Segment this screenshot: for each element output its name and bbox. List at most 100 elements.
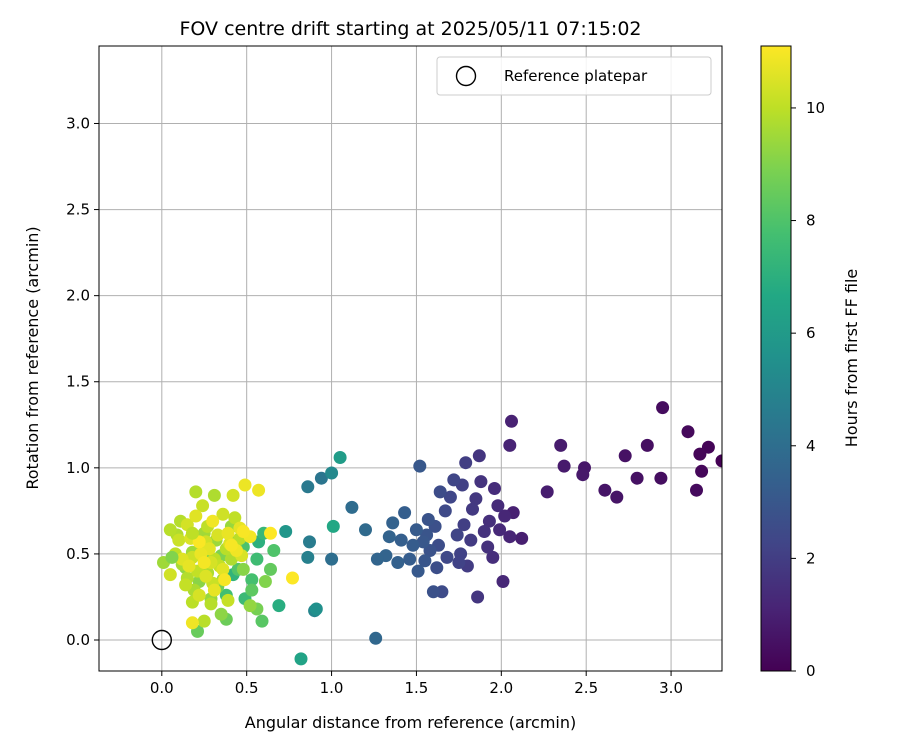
data-point bbox=[369, 631, 383, 645]
colorbar-tick-label: 4 bbox=[806, 437, 816, 455]
data-point bbox=[413, 459, 427, 473]
data-point bbox=[228, 511, 242, 525]
data-point bbox=[459, 456, 473, 470]
data-point bbox=[250, 552, 264, 566]
data-point bbox=[471, 590, 485, 604]
data-point bbox=[411, 564, 425, 578]
colorbar-tick-label: 2 bbox=[806, 549, 816, 567]
data-point bbox=[382, 530, 396, 544]
data-point bbox=[264, 562, 277, 576]
chart-title: FOV centre drift starting at 2025/05/11 … bbox=[179, 18, 641, 40]
y-tick-label: 2.5 bbox=[66, 201, 90, 219]
data-point bbox=[433, 485, 447, 499]
y-tick-label: 3.0 bbox=[66, 114, 90, 132]
data-point bbox=[245, 583, 259, 597]
data-point bbox=[598, 483, 612, 497]
data-point bbox=[486, 550, 500, 564]
data-point bbox=[640, 438, 654, 452]
data-point bbox=[464, 533, 478, 547]
data-point bbox=[196, 499, 210, 513]
data-point bbox=[163, 523, 177, 537]
data-point bbox=[488, 482, 501, 495]
data-point bbox=[540, 485, 554, 499]
x-tick-label: 1.5 bbox=[405, 679, 429, 697]
data-point bbox=[214, 607, 228, 621]
y-tick-label: 0.5 bbox=[66, 545, 90, 563]
data-point bbox=[693, 447, 707, 461]
data-point bbox=[426, 585, 440, 599]
data-point bbox=[221, 526, 235, 540]
data-point bbox=[345, 500, 359, 514]
data-point bbox=[325, 466, 339, 480]
legend-box bbox=[436, 56, 712, 96]
data-point bbox=[206, 514, 220, 528]
data-point bbox=[314, 471, 328, 485]
data-point bbox=[224, 538, 238, 552]
data-point bbox=[491, 499, 505, 513]
grid bbox=[99, 46, 722, 671]
data-point bbox=[654, 471, 668, 485]
data-point bbox=[236, 525, 250, 538]
data-point bbox=[409, 523, 423, 537]
data-point bbox=[216, 507, 230, 521]
data-point bbox=[557, 459, 571, 473]
data-point bbox=[695, 464, 709, 478]
data-point bbox=[189, 509, 203, 523]
data-point bbox=[450, 528, 464, 542]
data-point bbox=[515, 531, 529, 545]
data-point bbox=[630, 471, 644, 485]
data-points bbox=[157, 401, 722, 666]
x-axis-label: Angular distance from reference (arcmin) bbox=[245, 713, 576, 732]
data-point bbox=[505, 414, 518, 428]
legend-reference-marker bbox=[455, 65, 477, 87]
data-point bbox=[398, 506, 412, 520]
data-point bbox=[192, 588, 206, 602]
data-point bbox=[715, 454, 722, 468]
data-point bbox=[264, 526, 277, 540]
data-point bbox=[416, 535, 430, 549]
data-point bbox=[690, 483, 703, 497]
data-point bbox=[211, 528, 225, 542]
data-point bbox=[438, 504, 452, 518]
colorbar-label: Hours from first FF file bbox=[842, 269, 861, 448]
colorbar-tick-label: 6 bbox=[806, 324, 816, 342]
data-point bbox=[185, 616, 199, 630]
y-tick-label: 1.0 bbox=[66, 459, 90, 477]
legend-label-reference-platepar: Reference platepar bbox=[504, 67, 648, 85]
data-point bbox=[681, 425, 695, 439]
data-point bbox=[370, 552, 384, 566]
data-point bbox=[406, 538, 420, 552]
data-point bbox=[440, 550, 454, 564]
data-point bbox=[255, 614, 269, 628]
data-point bbox=[452, 556, 466, 569]
data-point bbox=[394, 533, 408, 547]
data-point bbox=[238, 478, 252, 492]
data-point bbox=[236, 562, 250, 576]
data-point bbox=[226, 488, 240, 502]
colorbar-gradient bbox=[760, 45, 792, 672]
data-point bbox=[179, 578, 193, 592]
data-point bbox=[172, 533, 186, 547]
data-point bbox=[163, 568, 177, 582]
data-point bbox=[258, 575, 272, 588]
colorbar-tick-label: 10 bbox=[806, 99, 825, 117]
data-point bbox=[301, 480, 315, 494]
data-point bbox=[576, 468, 590, 482]
data-point bbox=[554, 438, 568, 452]
data-point bbox=[421, 513, 435, 526]
data-point bbox=[447, 473, 461, 487]
data-point bbox=[359, 523, 372, 537]
data-point bbox=[286, 571, 299, 585]
reference-platepar-marker bbox=[151, 629, 173, 651]
data-point bbox=[618, 449, 632, 463]
data-point bbox=[216, 562, 230, 576]
data-point bbox=[656, 401, 670, 415]
data-point bbox=[189, 485, 203, 499]
data-point bbox=[333, 451, 347, 464]
plot-frame bbox=[98, 45, 723, 672]
data-point bbox=[301, 550, 315, 564]
data-point bbox=[482, 514, 496, 528]
data-point bbox=[496, 575, 510, 588]
data-point bbox=[498, 509, 512, 523]
data-point bbox=[403, 552, 417, 566]
